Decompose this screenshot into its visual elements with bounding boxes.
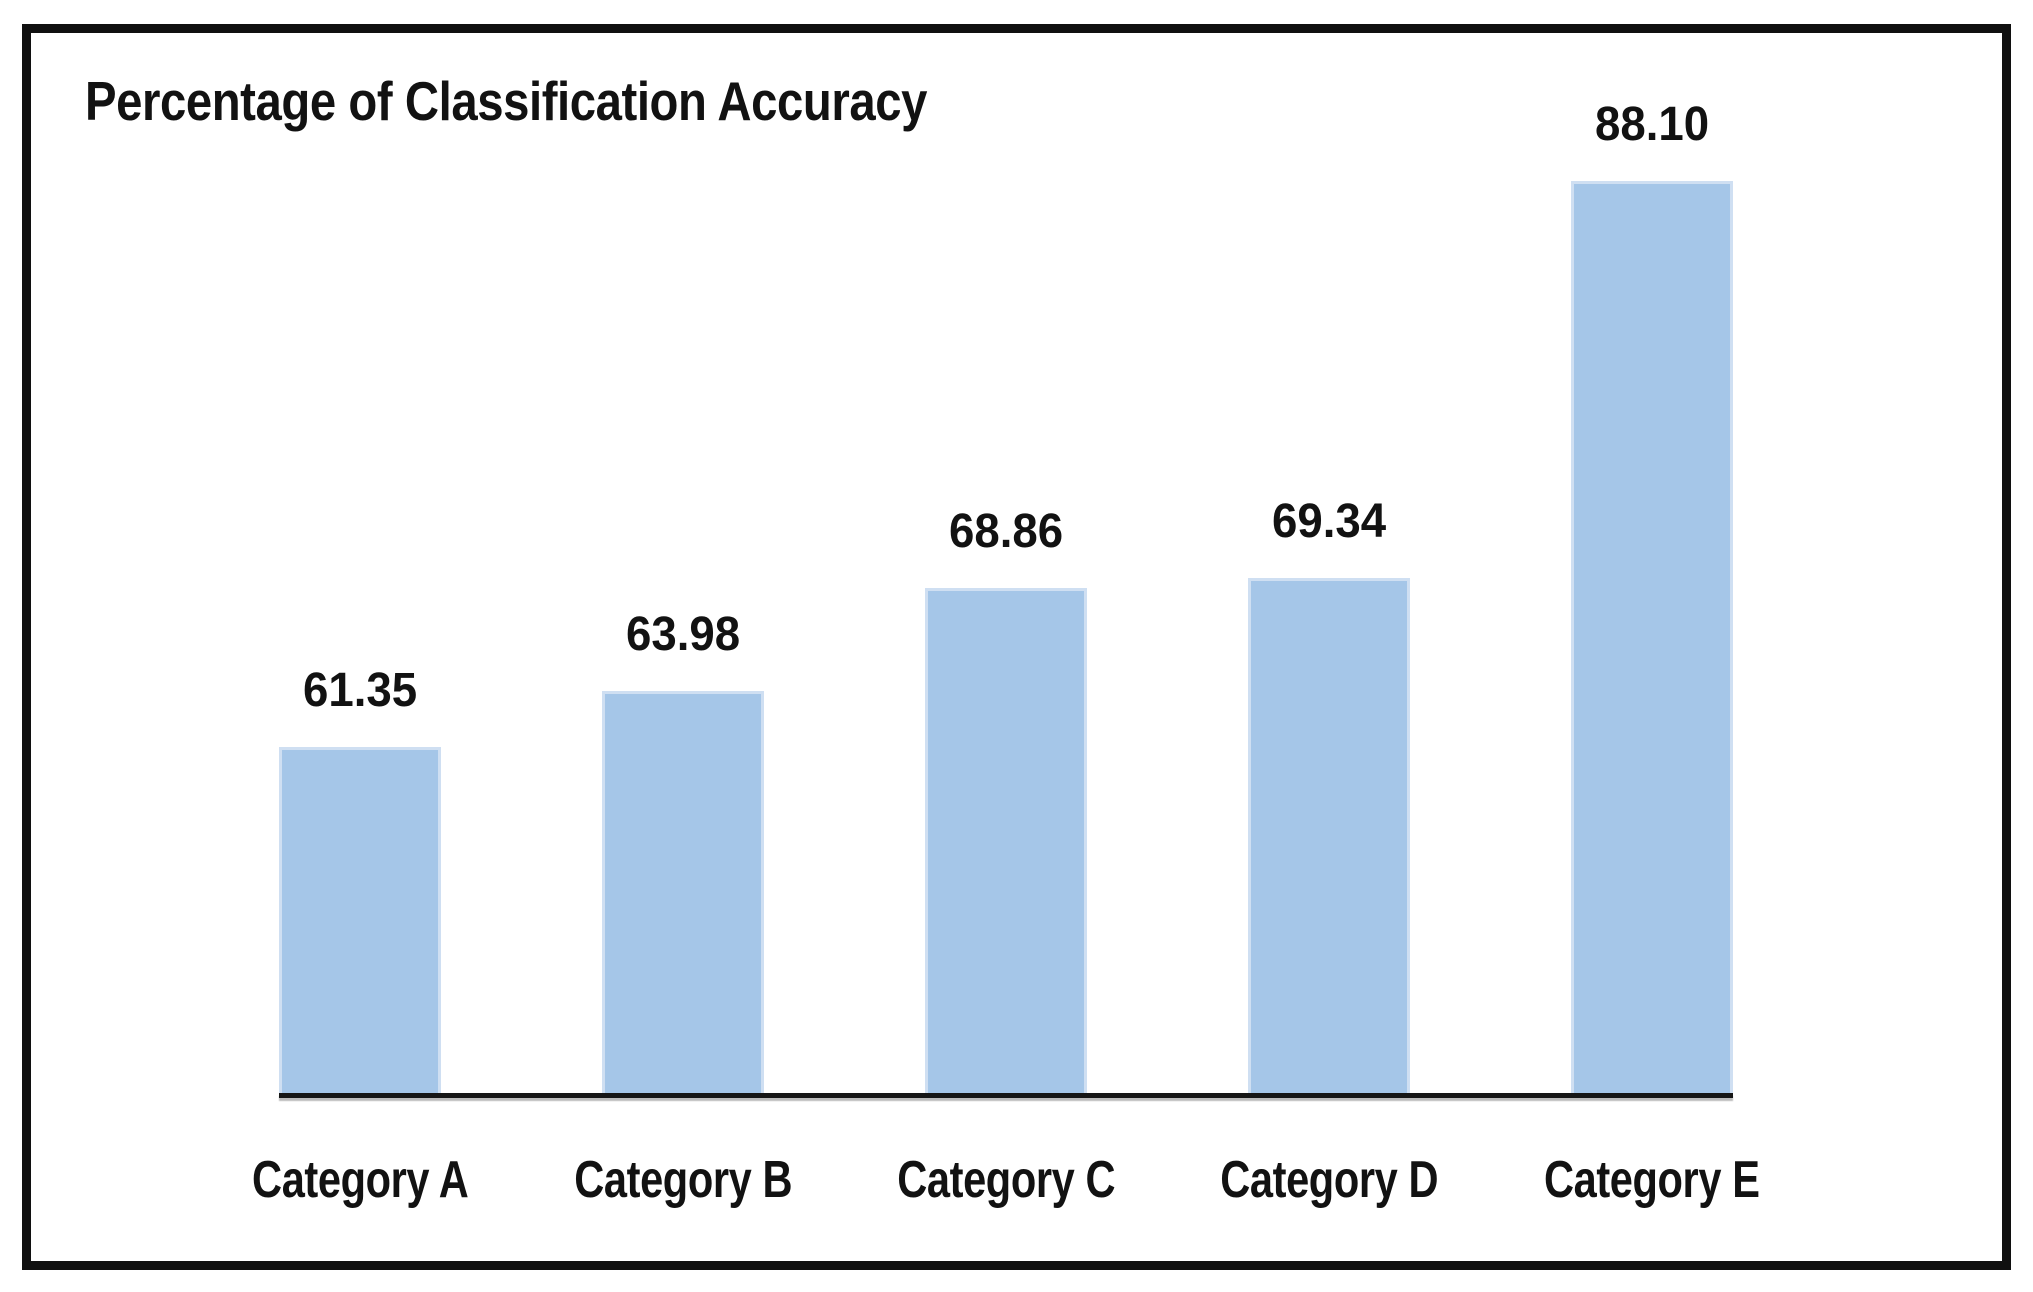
bar-category-c xyxy=(925,588,1087,1093)
bar-category-a xyxy=(279,747,441,1093)
value-label-text: 61.35 xyxy=(302,664,418,717)
value-label-category-e: 88.10 xyxy=(1502,97,1802,153)
value-label-category-d: 69.34 xyxy=(1179,494,1479,550)
value-label-text: 68.86 xyxy=(948,505,1064,558)
category-label-text: Category C xyxy=(897,1151,1115,1209)
category-label-category-b: Category B xyxy=(523,1150,843,1210)
bar-category-b xyxy=(602,691,764,1093)
bar-category-e xyxy=(1571,181,1733,1093)
chart-title: Percentage of Classification Accuracy xyxy=(85,68,1064,134)
category-label-text: Category E xyxy=(1544,1151,1760,1209)
category-label-category-d: Category D xyxy=(1169,1150,1489,1210)
category-label-text: Category A xyxy=(251,1151,469,1209)
value-label-category-b: 63.98 xyxy=(533,607,833,663)
category-label-category-c: Category C xyxy=(846,1150,1166,1210)
x-axis-line xyxy=(279,1093,1733,1098)
chart-title-text: Percentage of Classification Accuracy xyxy=(85,70,927,132)
value-label-category-c: 68.86 xyxy=(856,504,1156,560)
value-label-text: 69.34 xyxy=(1271,495,1387,548)
bar-category-d xyxy=(1248,578,1410,1093)
value-label-category-a: 61.35 xyxy=(210,663,510,719)
value-label-text: 63.98 xyxy=(625,608,741,661)
category-label-category-a: Category A xyxy=(200,1150,520,1210)
category-label-text: Category D xyxy=(1220,1151,1438,1209)
category-label-text: Category B xyxy=(574,1151,792,1209)
value-label-text: 88.10 xyxy=(1594,98,1710,151)
chart-frame xyxy=(22,24,2011,1270)
category-label-category-e: Category E xyxy=(1492,1150,1812,1210)
